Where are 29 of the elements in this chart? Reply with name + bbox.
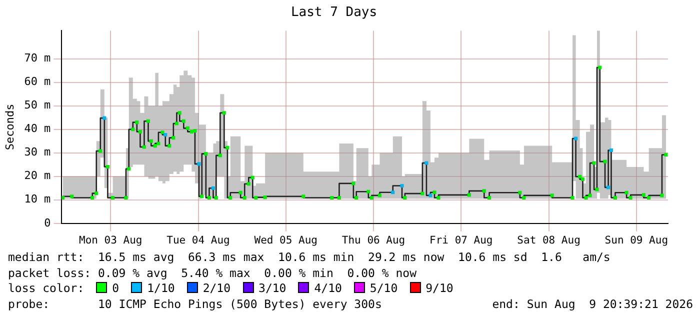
x-tick-label: Thu 06 Aug: [342, 234, 406, 246]
y-axis-title: Seconds: [3, 104, 16, 150]
text: 1/10: [147, 281, 175, 295]
text: 4/10: [314, 281, 342, 295]
y-tick-label: 30 m: [24, 146, 52, 159]
text: packet loss: 0.09 % avg 5.40 % max 0.00 % min 0.00 % now: [8, 266, 416, 280]
text: 3/10: [258, 281, 286, 295]
y-tick-label: 10 m: [24, 192, 52, 206]
text: 0: [112, 281, 120, 295]
x-tick-label: Mon 03 Aug: [79, 234, 142, 246]
x-tick-label: Sat 08 Aug: [517, 234, 580, 246]
text: median rtt: 16.5 ms avg 66.3 ms max 10.6 ms min 29.2 ms now 10.6 ms sd 1.6 am/s: [8, 250, 610, 264]
text: 9/10: [426, 281, 454, 295]
text: end: Sun Aug 9 20:39:21 2026: [492, 296, 693, 312]
y-tick-label: 50 m: [24, 98, 52, 112]
y-tick-label: 60 m: [24, 75, 52, 88]
x-tick-label: Fri 07 Aug: [430, 234, 493, 246]
text: 2/10: [202, 281, 231, 295]
text: probe: 10 ICMP Echo Pings (500 Bytes) every 300s: [8, 296, 382, 312]
y-tick-label: 70 m: [24, 52, 52, 65]
y-tick-label: 0: [44, 216, 51, 230]
chart-title: Last 7 Days: [290, 5, 378, 20]
x-tick-label: Wed 05 Aug: [254, 234, 318, 246]
y-tick-label: 20 m: [24, 169, 52, 182]
text: loss color:: [8, 281, 84, 295]
x-tick-label: Sun 09 Aug: [604, 234, 668, 246]
y-tick-label: 40 m: [24, 122, 52, 136]
text: 5/10: [370, 281, 398, 295]
x-tick-label: Tue 04 Aug: [166, 234, 230, 246]
